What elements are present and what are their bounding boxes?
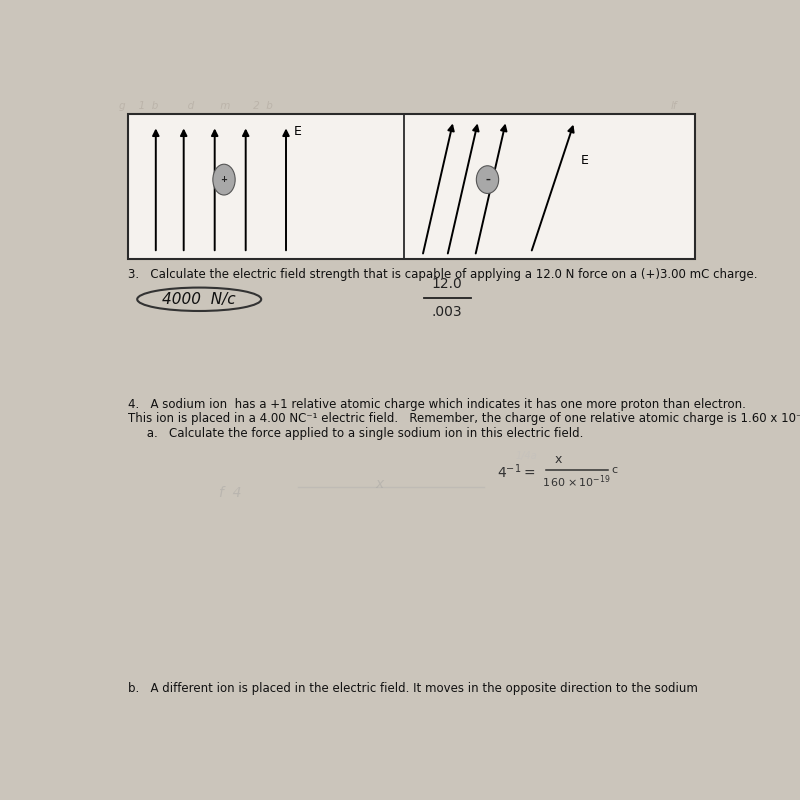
Text: a.   Calculate the force applied to a single sodium ion in this electric field.: a. Calculate the force applied to a sing… [128, 427, 583, 441]
Text: x: x [555, 453, 562, 466]
Text: 1/4a: 1/4a [515, 451, 537, 462]
Text: 4.   A sodium ion  has a +1 relative atomic charge which indicates it has one mo: 4. A sodium ion has a +1 relative atomic… [128, 398, 746, 411]
Text: 4000  N/c: 4000 N/c [162, 292, 236, 306]
Text: .003: .003 [432, 306, 462, 319]
Text: x: x [375, 477, 383, 491]
Text: $1\,60\times10^{-19}$: $1\,60\times10^{-19}$ [542, 473, 610, 490]
Text: This ion is placed in a 4.00 NC⁻¹ electric field.   Remember, the charge of one : This ion is placed in a 4.00 NC⁻¹ electr… [128, 412, 800, 425]
Text: lf: lf [670, 101, 677, 111]
Text: +: + [221, 175, 227, 184]
Text: f  4: f 4 [219, 486, 242, 500]
Text: c: c [611, 465, 618, 475]
FancyBboxPatch shape [128, 114, 695, 259]
Text: g    1  b         d        m       2  b: g 1 b d m 2 b [118, 101, 273, 111]
Ellipse shape [476, 166, 498, 194]
Text: E: E [294, 126, 302, 138]
Text: b.   A different ion is placed in the electric field. It moves in the opposite d: b. A different ion is placed in the elec… [128, 682, 698, 694]
Text: –: – [485, 174, 490, 185]
Text: $4^{-1}=$: $4^{-1}=$ [497, 462, 535, 481]
Text: 12.0: 12.0 [432, 278, 462, 291]
Ellipse shape [213, 164, 235, 195]
Text: E: E [581, 154, 588, 167]
Text: 3.   Calculate the electric field strength that is capable of applying a 12.0 N : 3. Calculate the electric field strength… [128, 269, 758, 282]
